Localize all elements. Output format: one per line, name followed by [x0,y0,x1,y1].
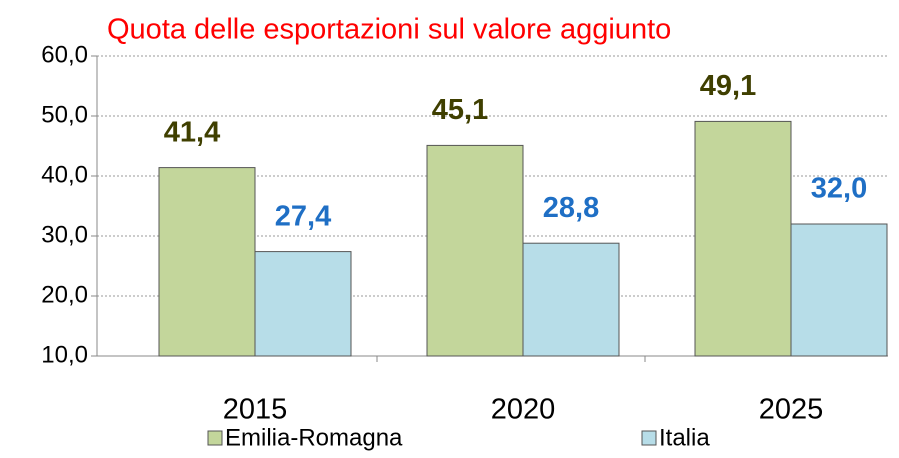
legend-swatch [207,430,223,446]
chart-title: Quota delle esportazioni sul valore aggi… [107,14,671,46]
legend-label: Italia [659,424,710,451]
value-label: 41,4 [164,116,220,148]
y-tick-label: 20,0 [41,281,88,308]
value-label: 45,1 [432,94,488,126]
value-label: 27,4 [275,200,331,232]
y-tick-label: 40,0 [41,161,88,188]
legend-swatch [641,430,657,446]
x-tick-label: 2015 [223,394,288,426]
value-label: 32,0 [811,173,867,205]
y-tick-label: 30,0 [41,221,88,248]
y-tick-label: 10,0 [41,341,88,368]
x-tick-label: 2020 [491,394,556,426]
x-tick-label: 2025 [759,394,824,426]
value-label: 28,8 [543,192,599,224]
bar [254,251,352,357]
bar [426,144,524,357]
y-tick-label: 60,0 [41,41,88,68]
bar [158,167,256,357]
value-label: 49,1 [700,70,756,102]
bar [694,120,792,357]
y-tick-label: 50,0 [41,101,88,128]
legend-label: Emilia-Romagna [225,424,403,451]
bar [790,223,888,357]
bar [522,242,620,357]
